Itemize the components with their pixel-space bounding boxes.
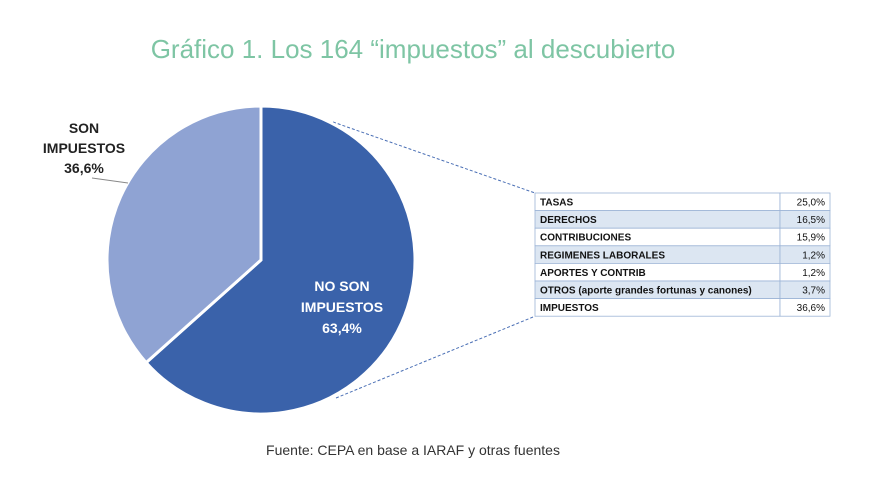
table-cell-value: 1,2% xyxy=(802,250,825,261)
pie-chart xyxy=(105,104,417,416)
table-cell-label: CONTRIBUCIONES xyxy=(540,233,631,244)
table-cell-label: IMPUESTOS xyxy=(540,303,599,314)
pie-slice-no-son-impuestos xyxy=(144,104,417,416)
chart-title: Gráfico 1. Los 164 “impuestos” al descub… xyxy=(151,34,676,64)
label-no-son-impuestos-line-1: IMPUESTOS xyxy=(301,299,383,315)
table-cell-value: 1,2% xyxy=(802,268,825,279)
leader-line-son-impuestos xyxy=(91,177,129,184)
table-cell-value: 3,7% xyxy=(802,286,825,297)
pie-slice-son-impuestos xyxy=(105,104,263,365)
connector-bottom xyxy=(335,315,536,399)
table-cell-value-bg xyxy=(779,298,831,317)
breakdown-table: TASAS 25,0% DERECHOS 16,5% CONTRIBUCIONES 15,… xyxy=(534,192,831,317)
table-cell-value: 36,6% xyxy=(797,303,825,314)
table-row: OTROS (aporte grandes fortunas y canones… xyxy=(534,280,831,300)
table-cell-value: 25,0% xyxy=(797,198,825,209)
connector-lines xyxy=(332,121,536,399)
table-cell-label: DERECHOS xyxy=(540,215,597,226)
table-row: CONTRIBUCIONES 15,9% xyxy=(534,227,831,247)
table-row: REGIMENES LABORALES 1,2% xyxy=(534,245,831,264)
table-row: IMPUESTOS 36,6% xyxy=(534,298,831,317)
table-row: APORTES Y CONTRIB 1,2% xyxy=(534,262,831,282)
label-no-son-impuestos-line-2: 63,4% xyxy=(322,320,362,336)
pie-labels: NO SON IMPUESTOS 63,4% SON IMPUESTOS 36,6% xyxy=(43,120,383,336)
source-note: Fuente: CEPA en base a IARAF y otras fue… xyxy=(266,442,560,458)
connector-top xyxy=(332,121,536,194)
table-cell-label: APORTES Y CONTRIB xyxy=(540,268,646,279)
table-cell-value: 16,5% xyxy=(797,215,825,226)
table-row: TASAS 25,0% xyxy=(534,192,831,212)
table-cell-label: TASAS xyxy=(540,198,573,209)
table-row: DERECHOS 16,5% xyxy=(534,210,831,229)
label-son-impuestos-line-1: IMPUESTOS xyxy=(43,140,125,156)
label-son-impuestos-line-2: 36,6% xyxy=(64,160,104,176)
table-cell-value: 15,9% xyxy=(797,233,825,244)
table-cell-label: REGIMENES LABORALES xyxy=(540,250,665,261)
table-cell-label: OTROS (aporte grandes fortunas y canones… xyxy=(540,286,752,297)
label-no-son-impuestos-line-0: NO SON xyxy=(314,278,369,294)
label-son-impuestos-line-0: SON xyxy=(69,120,99,136)
